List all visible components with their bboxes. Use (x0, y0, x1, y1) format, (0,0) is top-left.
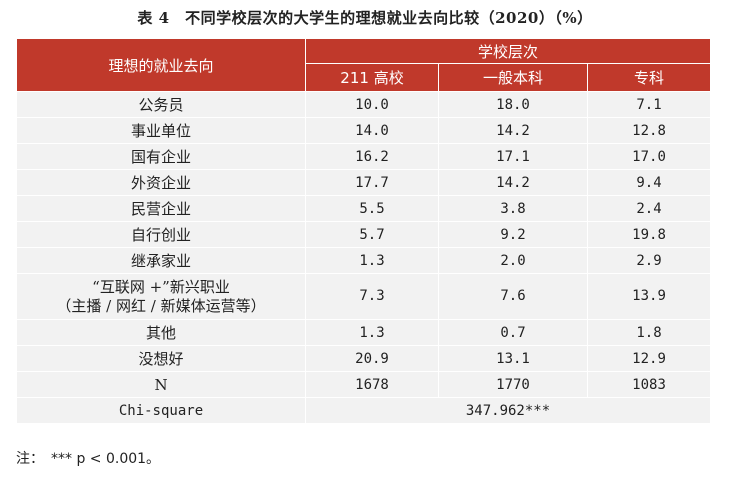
cell-value: 2.0 (438, 247, 588, 274)
row-label: 没想好 (16, 345, 306, 372)
table-row: 国有企业 16.2 17.1 17.0 (16, 143, 712, 170)
row-label-line1: “互联网 +”新兴职业 (92, 277, 230, 296)
footnote: 注： *** p < 0.001。 (16, 451, 161, 467)
cell-value: 3.8 (438, 195, 588, 222)
chi-square-value: 347.962*** (304, 397, 712, 424)
group-header-label: 学校层次 (304, 38, 712, 64)
table-row: 没想好 20.9 13.1 12.9 (16, 345, 712, 372)
cell-value: 13.1 (438, 345, 588, 372)
cell-value: 12.9 (586, 345, 712, 372)
chi-square-label: Chi-square (16, 397, 306, 424)
table-row: 外资企业 17.7 14.2 9.4 (16, 169, 712, 196)
row-label: 其他 (16, 319, 306, 346)
cell-value: 1.8 (586, 319, 712, 346)
cell-value: 1770 (438, 371, 588, 398)
cell-value: 9.2 (438, 221, 588, 248)
row-label-line2: （主播 / 网红 / 新媒体运营等） (56, 296, 266, 315)
cell-value: 7.1 (586, 91, 712, 118)
row-label: 事业单位 (16, 117, 306, 144)
cell-value: 14.0 (305, 117, 439, 144)
table-row: 民营企业 5.5 3.8 2.4 (16, 195, 712, 222)
row-label: 外资企业 (16, 169, 306, 196)
cell-value: 12.8 (586, 117, 712, 144)
cell-value: 5.7 (305, 221, 439, 248)
cell-value: 2.9 (586, 247, 712, 274)
cell-value: 0.7 (438, 319, 588, 346)
row-label: “互联网 +”新兴职业 （主播 / 网红 / 新媒体运营等） (16, 273, 306, 320)
cell-value: 7.3 (305, 273, 439, 320)
cell-value: 1.3 (305, 319, 439, 346)
row-label: 自行创业 (16, 221, 306, 248)
table-row: 其他 1.3 0.7 1.8 (16, 319, 712, 346)
cell-value: 14.2 (438, 169, 588, 196)
cell-value: 5.5 (305, 195, 439, 222)
row-label: 公务员 (16, 91, 306, 118)
cell-value: 17.0 (586, 143, 712, 170)
column-header-general: 一般本科 (438, 63, 588, 92)
chi-square-row: Chi-square 347.962*** (16, 397, 712, 424)
table-row: 公务员 10.0 18.0 7.1 (16, 91, 712, 118)
table-row: “互联网 +”新兴职业 （主播 / 网红 / 新媒体运营等） 7.3 7.6 1… (16, 273, 712, 320)
cell-value: 16.2 (305, 143, 439, 170)
cell-value: 7.6 (438, 273, 588, 320)
row-label: 国有企业 (16, 143, 306, 170)
cell-value: 10.0 (305, 91, 439, 118)
cell-value: 19.8 (586, 221, 712, 248)
cell-value: 18.0 (438, 91, 588, 118)
table-row: N 1678 1770 1083 (16, 371, 712, 398)
cell-value: 1678 (305, 371, 439, 398)
column-header-211: 211 高校 (305, 63, 439, 92)
cell-value: 1.3 (305, 247, 439, 274)
cell-value: 13.9 (586, 273, 712, 320)
cell-value: 17.7 (305, 169, 439, 196)
cell-value: 2.4 (586, 195, 712, 222)
cell-value: 14.2 (438, 117, 588, 144)
row-label: N (16, 371, 306, 398)
row-label: 民营企业 (16, 195, 306, 222)
cell-value: 1083 (586, 371, 712, 398)
data-table: 理想的就业去向 学校层次 211 高校 一般本科 专科 公务员 10.0 18.… (16, 38, 712, 424)
cell-value: 17.1 (438, 143, 588, 170)
cell-value: 9.4 (586, 169, 712, 196)
table-row: 事业单位 14.0 14.2 12.8 (16, 117, 712, 144)
table-row: 自行创业 5.7 9.2 19.8 (16, 221, 712, 248)
column-header-college: 专科 (586, 63, 712, 92)
cell-value: 20.9 (305, 345, 439, 372)
row-header-label: 理想的就业去向 (16, 38, 306, 92)
table-row: 继承家业 1.3 2.0 2.9 (16, 247, 712, 274)
row-label: 继承家业 (16, 247, 306, 274)
table-title: 表 4 不同学校层次的大学生的理想就业去向比较（2020）（%） (137, 9, 593, 27)
